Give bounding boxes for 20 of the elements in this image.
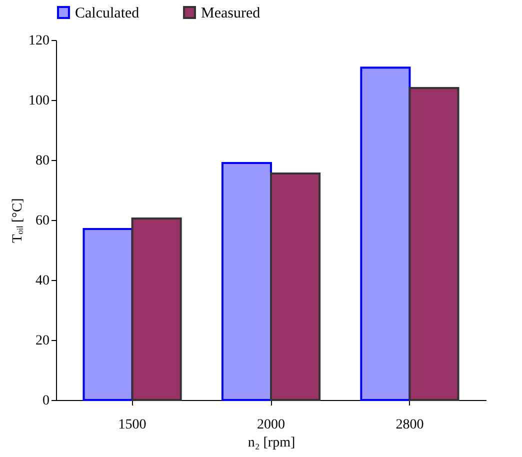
y-tick-label: 120 [28, 34, 50, 48]
y-tick-label: 80 [36, 154, 50, 168]
legend-label: Measured [201, 6, 261, 22]
x-axis-title: n₂ [rpm] [248, 436, 296, 450]
y-axis-title: Tₒᵢₗ [°C] [10, 198, 26, 243]
bar [270, 172, 321, 401]
bar [360, 66, 411, 401]
x-tick-label: 2000 [257, 418, 285, 432]
bar [131, 218, 182, 401]
x-tick-label: 1500 [118, 418, 146, 432]
bar [408, 87, 460, 401]
y-tick-label: 0 [42, 394, 50, 408]
legend-label: Calculated [75, 6, 140, 22]
y-tick-label: 40 [36, 274, 50, 288]
x-tick-label: 2800 [396, 418, 424, 432]
bar [221, 162, 272, 401]
y-tick-label: 20 [36, 334, 50, 348]
y-tick-label: 100 [28, 94, 50, 108]
bar [82, 228, 134, 401]
y-tick-label: 60 [36, 214, 50, 228]
